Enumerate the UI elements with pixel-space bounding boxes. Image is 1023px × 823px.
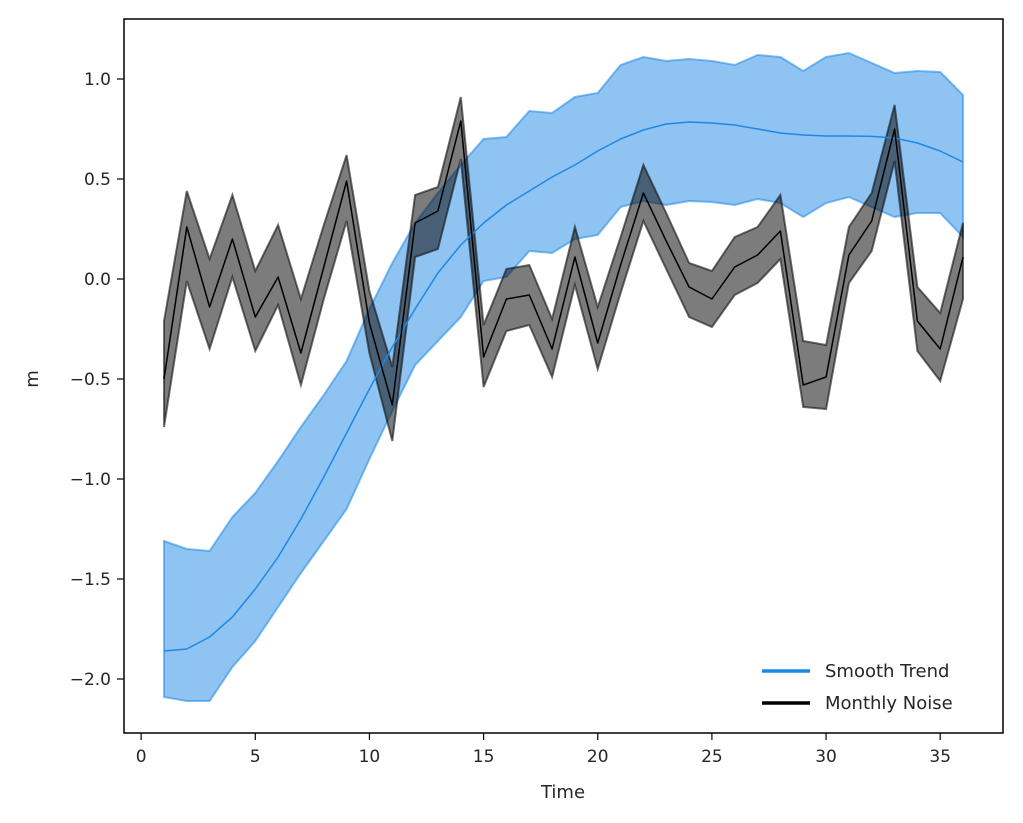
x-tick-label: 5 <box>250 747 261 767</box>
y-tick-label: 0.5 <box>84 170 111 190</box>
x-tick-label: 10 <box>359 747 381 767</box>
y-axis-label: m <box>22 370 43 388</box>
plot-frame <box>123 18 1004 734</box>
legend: Smooth Trend Monthly Noise <box>762 661 953 714</box>
x-tick-label: 35 <box>929 747 951 767</box>
x-tick-label: 20 <box>587 747 609 767</box>
x-tick-label: 0 <box>136 747 147 767</box>
y-axis: −2.0 −1.5 −1.0 −0.5 0.0 0.5 1.0 <box>70 70 124 690</box>
y-tick-label: −2.0 <box>70 670 111 690</box>
y-tick-label: 0.0 <box>84 270 111 290</box>
y-tick-label: −1.5 <box>70 570 111 590</box>
x-axis: 0 5 10 15 20 25 30 35 <box>136 733 951 767</box>
monthly-noise-legend-label: Monthly Noise <box>825 693 953 714</box>
smooth-trend-legend-label: Smooth Trend <box>825 661 949 682</box>
smooth-trend-line <box>163 121 964 652</box>
x-axis-label: Time <box>540 782 585 803</box>
x-tick-label: 15 <box>473 747 495 767</box>
x-tick-label: 30 <box>815 747 837 767</box>
y-tick-label: −0.5 <box>70 370 111 390</box>
y-tick-label: 1.0 <box>84 70 111 90</box>
monthly-noise-line <box>163 120 964 406</box>
series-lines <box>163 120 964 652</box>
x-tick-label: 25 <box>701 747 723 767</box>
y-tick-label: −1.0 <box>70 470 111 490</box>
